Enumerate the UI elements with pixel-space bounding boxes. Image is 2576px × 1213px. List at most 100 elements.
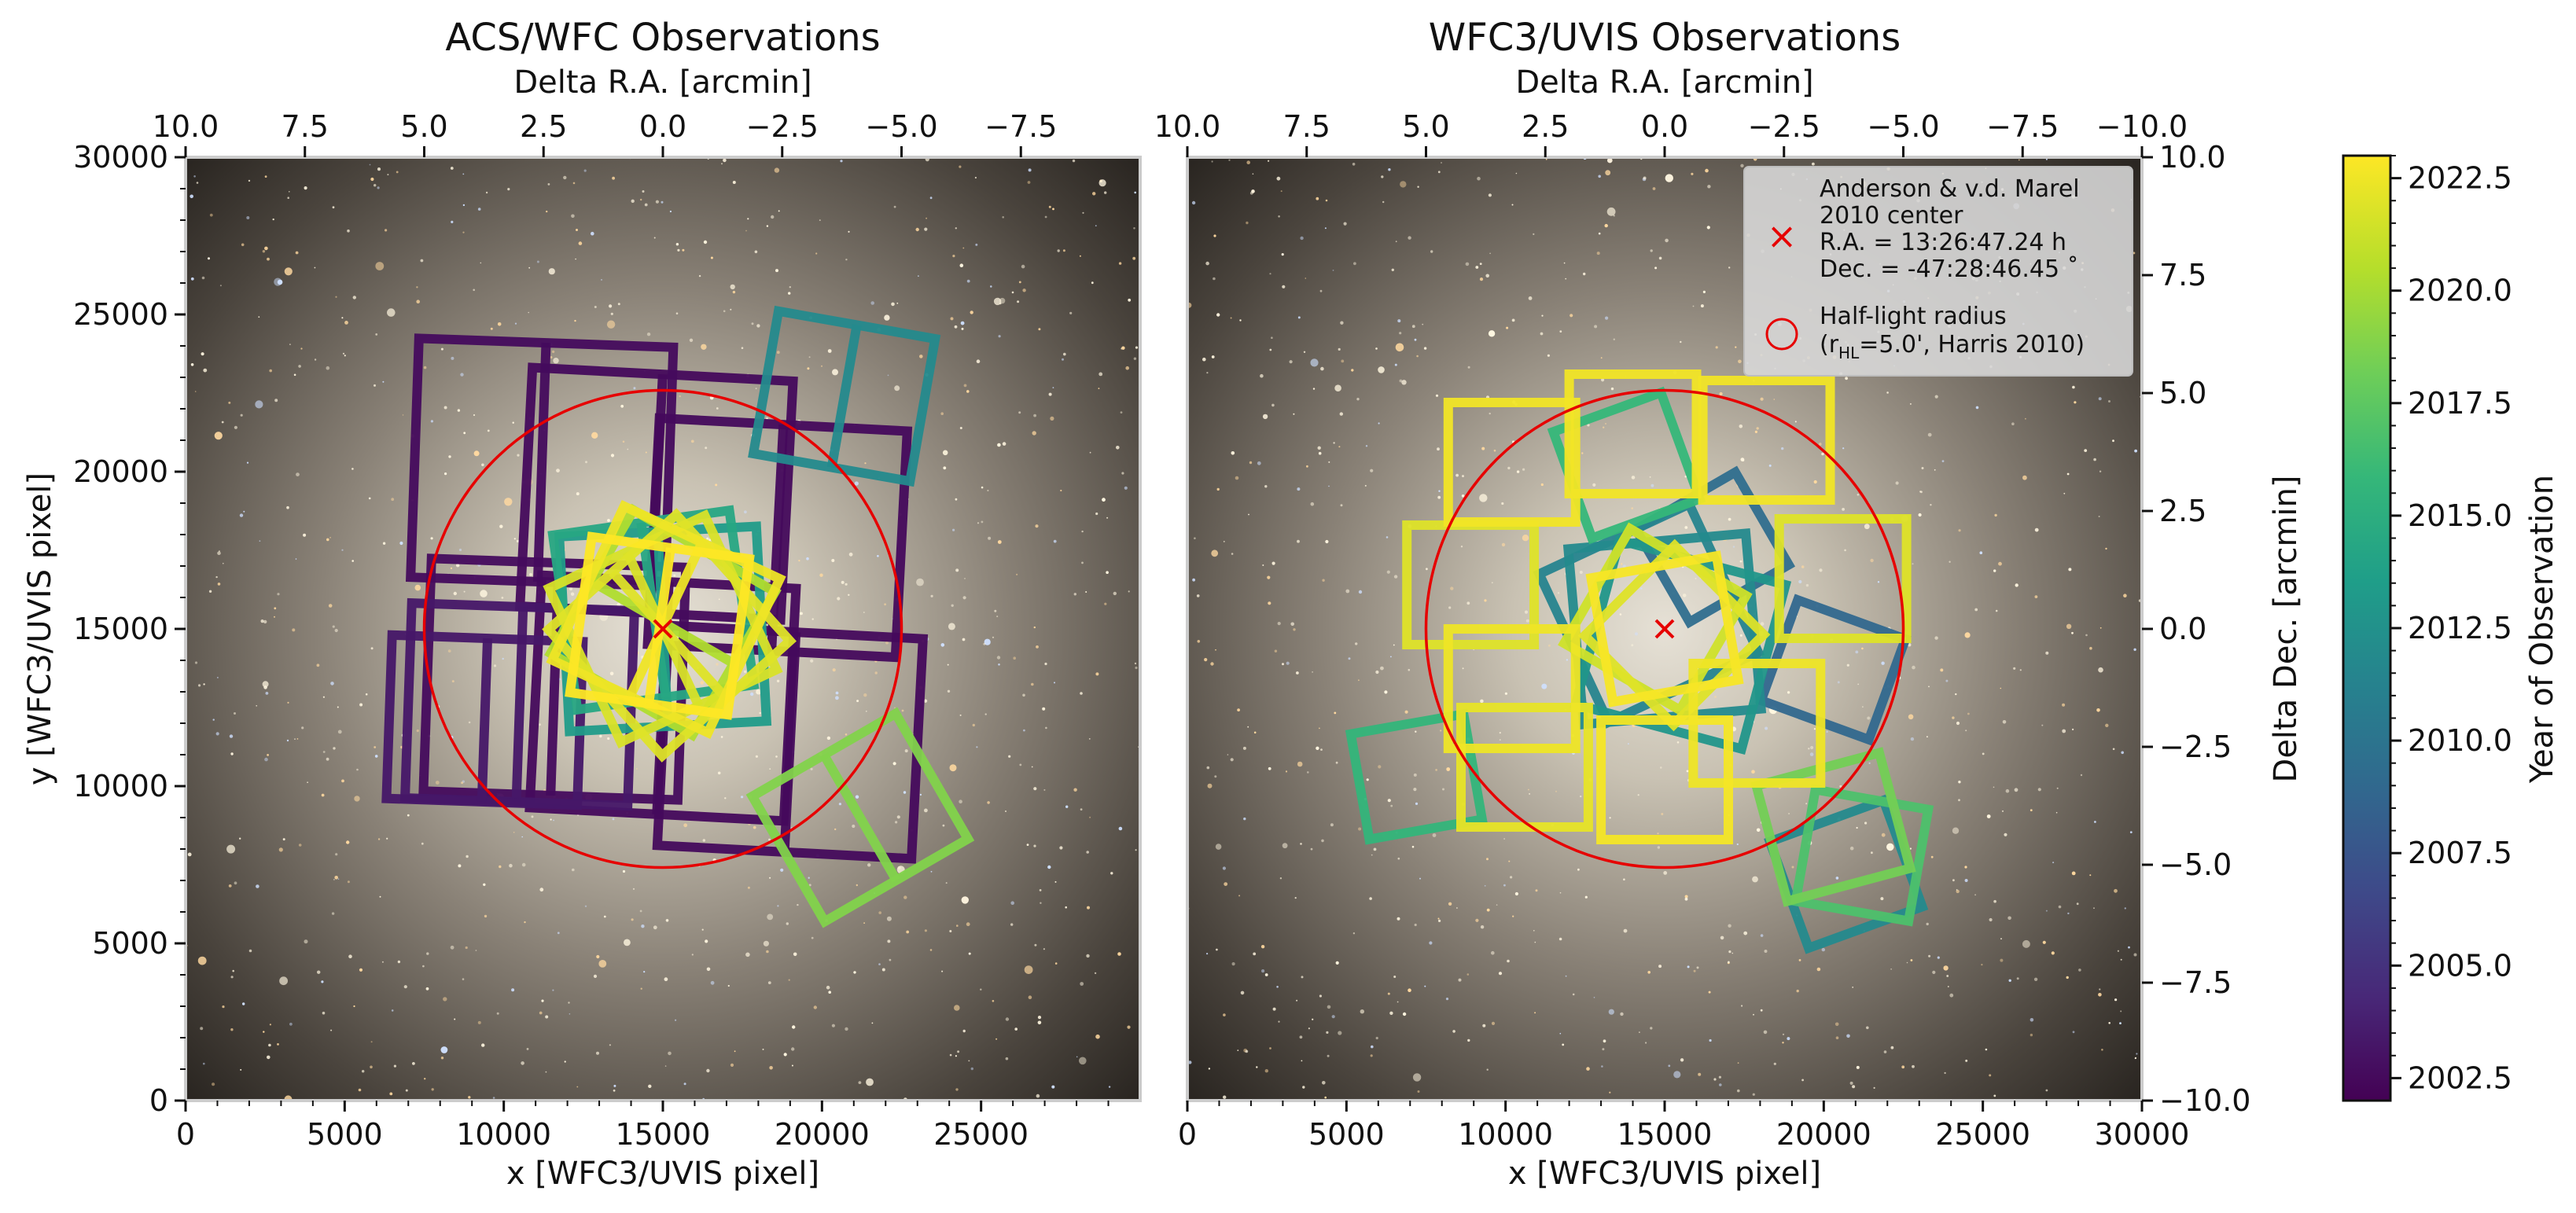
star [1737,1089,1740,1093]
star [1821,947,1825,952]
colorbar-gradient [2342,154,2392,1102]
footprint-outline [1443,398,1581,527]
star [539,1011,543,1015]
star [675,312,679,315]
star [1645,1042,1647,1044]
star [286,505,289,509]
star [826,736,831,741]
star [1714,696,1717,698]
star [835,696,839,700]
star [1835,1036,1839,1039]
star [457,409,461,412]
star [1965,730,1967,732]
star [827,349,832,353]
star [1514,891,1518,896]
star [1946,975,1949,977]
star [1243,817,1246,821]
star [481,1043,485,1047]
star [1423,347,1427,350]
star [1877,581,1880,583]
star [1570,314,1573,318]
star [2000,938,2002,939]
star [1613,338,1615,340]
star [335,853,338,856]
right-panel-title: WFC3/UVIS Observations [1429,16,1901,60]
star [397,960,401,964]
star [716,663,719,666]
star [414,584,421,591]
star [640,198,642,201]
star [777,905,779,907]
star [2105,547,2107,550]
star [2129,831,2133,833]
star [990,285,992,288]
star [1206,372,1209,374]
star [1605,423,1606,425]
star [1224,882,1228,886]
star [2101,1049,2103,1051]
star [2014,788,2018,792]
star [264,757,268,762]
star [952,528,955,531]
star [2000,958,2004,962]
star [956,924,959,927]
star [606,320,616,329]
top-tick-label: 10.0 [153,109,219,144]
star [539,888,544,892]
star [2089,646,2092,650]
star [1059,846,1063,850]
star [2084,449,2088,452]
star [282,838,285,841]
star [412,1062,415,1065]
star [1512,915,1514,917]
legend-center-line3: R.A. = 13:26:47.24 h [1820,229,2066,256]
star [1489,252,1491,255]
star [2123,594,2127,597]
star [214,432,223,440]
star [572,868,575,872]
star [1022,289,1026,292]
star [1033,414,1036,417]
star [1010,901,1014,905]
star [766,225,769,227]
star [1380,666,1384,671]
star [732,181,736,184]
star [1223,1013,1226,1016]
star [2062,703,2066,707]
star [286,739,289,742]
star [1397,917,1400,921]
star [996,656,1001,660]
y-tick-label: 5000 [92,926,168,961]
star [2068,568,2072,572]
star [706,537,709,540]
star [481,463,484,467]
star [768,838,771,841]
star [665,919,669,922]
star [808,877,810,879]
star [2045,910,2048,912]
star [613,1089,616,1092]
star [1394,363,1397,366]
colorbar-label: Year of Observation [2524,475,2560,784]
star [1912,563,1914,565]
legend-radius-line2-a: (r [1820,331,1839,358]
star [1572,993,1575,996]
star [1562,1043,1565,1046]
star [1751,770,1755,774]
star [187,852,192,857]
star [1620,1012,1624,1016]
star [1808,748,1810,750]
star [930,594,933,597]
star [1414,338,1417,341]
footprint [1698,376,1835,505]
star [551,350,555,354]
star [1861,647,1864,650]
star [2005,788,2010,793]
star [2062,729,2066,733]
star [1098,372,1103,377]
star [2056,787,2059,789]
star [1684,526,1688,529]
star [2022,475,2027,480]
star [753,825,756,829]
star [1491,582,1493,584]
